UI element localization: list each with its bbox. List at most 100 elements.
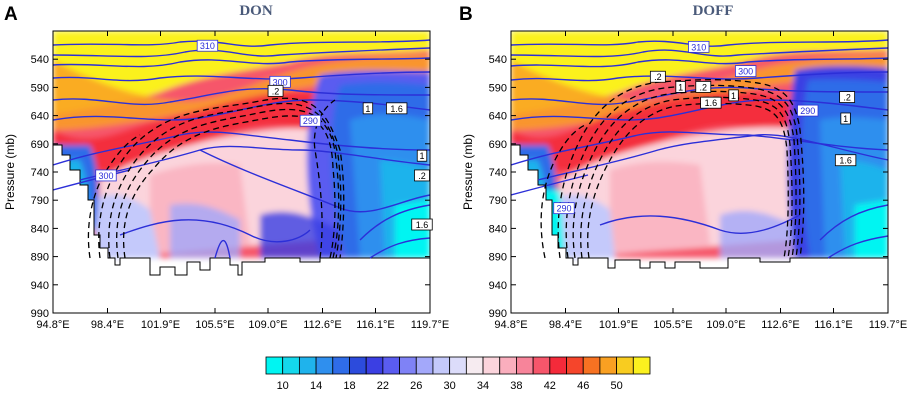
contour-labels-b: 310 300 .2 1 .2 1 1.6 290 .2 1 1.6 290 (553, 40, 857, 215)
x-tick-label: 116.1°E (814, 319, 852, 331)
panel-letter-a: A (4, 4, 18, 25)
contour-label: 1 (728, 89, 739, 102)
x-tick-label: 109.0°E (706, 319, 745, 331)
panel-b: B DOFF (459, 3, 907, 331)
y-tick-label: 690 (489, 139, 507, 151)
contour-label-box (797, 104, 819, 117)
y-tick-label: 640 (489, 111, 507, 123)
colorbar-swatch (616, 356, 634, 375)
colorbar-tick-label: 34 (477, 380, 489, 392)
contour-label-text: .2 (654, 72, 662, 82)
contour-label-text: 300 (98, 171, 113, 181)
contour-label-box (414, 169, 430, 182)
contour-label-text: 1 (731, 91, 736, 101)
colorbar-swatch (532, 356, 551, 375)
x-tick-label: 112.6°E (303, 319, 341, 331)
y-tick-label: 590 (31, 82, 49, 94)
y-tick-label: 840 (489, 223, 507, 235)
colorbar-tick-label: 42 (544, 380, 556, 392)
contour-label: 300 (95, 169, 117, 182)
contour-label-text: 1.6 (390, 104, 403, 114)
colorbar-tick-label: 38 (510, 380, 522, 392)
contour-label-text: .2 (843, 93, 851, 103)
y-tick-label: 990 (31, 308, 49, 320)
contour-label-text: 1.6 (839, 156, 852, 166)
contour-label: .2 (649, 70, 666, 83)
y-tick-label: 790 (489, 195, 507, 207)
colorbar-swatch (315, 356, 334, 375)
contour-label-box (95, 169, 117, 182)
contour-label-text: 1 (419, 151, 424, 161)
colorbar: 10 14 18 22 26 30 34 38 42 46 50 (265, 356, 651, 392)
contour-label-text: 300 (738, 67, 753, 77)
panel-title-b: DOFF (693, 3, 734, 19)
contour-label-box (411, 218, 433, 231)
contour-label-text: 310 (691, 42, 706, 52)
contour-label-text: 1 (678, 82, 683, 92)
y-tick-label: 940 (31, 280, 49, 292)
contour-label: 1.6 (700, 96, 722, 109)
colorbar-tick-label: 26 (410, 380, 422, 392)
y-tick-label: 640 (31, 111, 49, 123)
colorbar-tick-label: 22 (377, 380, 389, 392)
x-tick-label: 105.5°E (653, 319, 692, 331)
colorbar-swatch (365, 356, 384, 375)
colorbar-swatch (332, 356, 350, 375)
colorbar-swatch (499, 356, 517, 375)
contour-label-text: .2 (272, 86, 280, 96)
colorbar-tick-label: 10 (277, 380, 289, 392)
contour-label-box (196, 39, 219, 52)
contour-label-box (840, 112, 851, 125)
axes-a: 94.8°E 98.4°E 101.9°E 105.5°E 109.0°E 112.6°E… (31, 31, 449, 331)
field-a (53, 31, 430, 313)
contour-label: 310 (196, 39, 219, 52)
contour-label: .2 (839, 91, 856, 103)
contour-label-text: 1.6 (705, 98, 718, 108)
y-tick-label: 690 (31, 139, 49, 151)
contour-label: 1 (840, 112, 851, 125)
x-tick-label: 94.8°E (36, 319, 69, 331)
x-tick-label: 101.9°E (599, 319, 638, 331)
contour-label-box (362, 102, 374, 115)
colorbar-swatch (415, 356, 434, 375)
contour-label: 1.6 (411, 218, 433, 231)
x-tick-label: 94.8°E (494, 319, 527, 331)
contour-label-box (695, 81, 712, 93)
contour-label-text: 290 (556, 204, 571, 214)
contour-label-box (553, 202, 575, 215)
y-tick-label: 890 (489, 252, 507, 264)
contour-label-text: 310 (200, 41, 215, 51)
contour-label: 1.6 (834, 154, 857, 167)
contour-label-box (728, 89, 739, 102)
colorbar-swatch (482, 356, 501, 375)
colorbar-tick-label: 50 (610, 380, 622, 392)
y-tick-label: 590 (489, 82, 507, 94)
contour-label: 300 (735, 65, 757, 78)
colorbar-tick-label: 46 (577, 380, 589, 392)
contour-label: .2 (267, 84, 284, 97)
colorbar-swatch (599, 356, 618, 375)
contour-label-box (299, 114, 322, 127)
contour-label-box (700, 96, 722, 109)
contour-label-text: 1 (843, 114, 848, 124)
panel-title-a: DON (239, 3, 273, 19)
contour-label: 1 (362, 102, 374, 115)
colorbar-swatch (265, 356, 284, 375)
contour-label-box (386, 102, 408, 115)
colorbar-swatch (566, 356, 584, 375)
contour-label-text: 1 (365, 104, 370, 114)
contour-label-box (649, 70, 666, 83)
contour-label-text: 1.6 (416, 220, 429, 230)
colorbar-swatch (298, 356, 317, 375)
x-tick-label: 116.1°E (356, 319, 394, 331)
panel-a: A DON (3, 3, 449, 331)
x-tick-label: 105.5°E (195, 319, 234, 331)
colorbar-swatch (382, 356, 400, 375)
x-tick-label: 112.6°E (761, 319, 799, 331)
panel-letter-b: B (459, 4, 473, 25)
colorbar-swatch (582, 356, 601, 375)
y-axis-label-b: Pressure (mb) (461, 134, 475, 210)
colorbar-swatch (449, 356, 467, 375)
y-tick-label: 940 (489, 280, 507, 292)
